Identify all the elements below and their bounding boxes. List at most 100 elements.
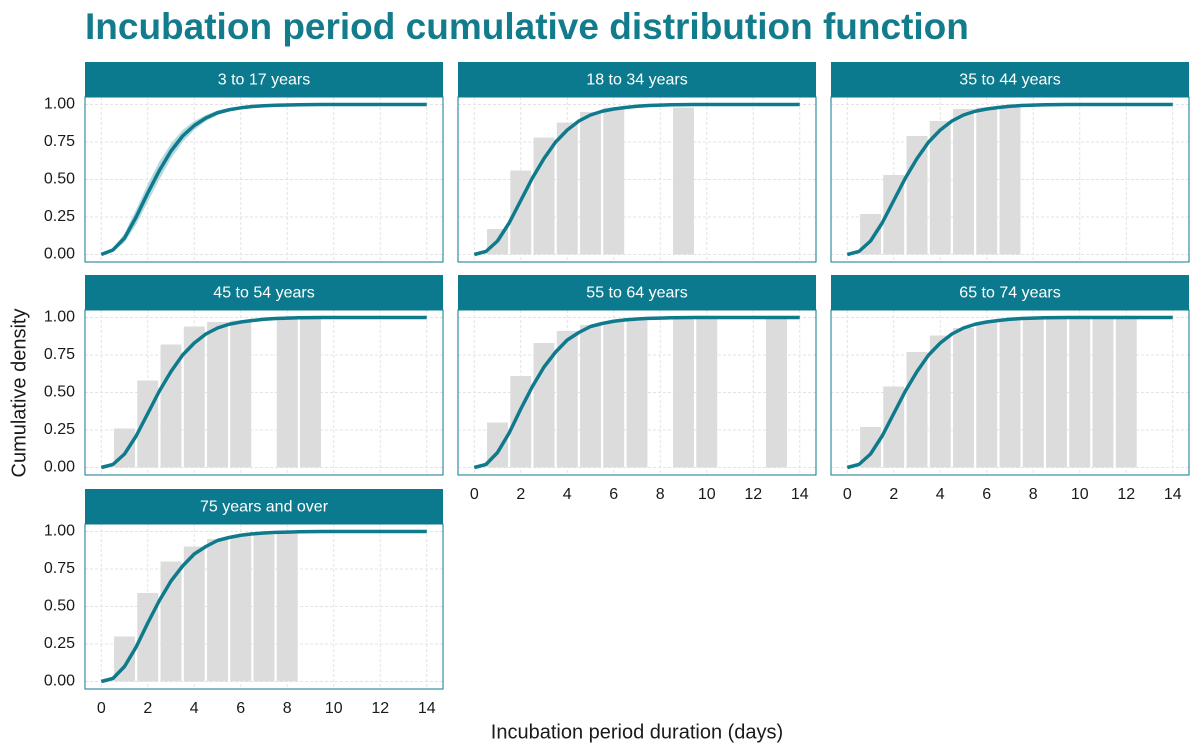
x-tick-label: 4 [936, 486, 945, 503]
y-tick-label: 0.75 [44, 560, 75, 577]
x-tick-label: 6 [609, 486, 618, 503]
x-tick-label: 8 [1029, 486, 1038, 503]
cdf-line [846, 315, 1173, 470]
bar [906, 136, 928, 255]
bar [929, 121, 951, 255]
strip [831, 62, 1189, 97]
y-tick-label: 0.50 [44, 384, 75, 401]
y-axis-label: Cumulative density [8, 309, 30, 478]
y-tick-label: 1.00 [44, 96, 75, 113]
y-tick-label: 0.00 [44, 246, 75, 263]
bar [976, 322, 998, 468]
bar [230, 320, 252, 468]
bar [603, 322, 625, 468]
cdf-line [100, 315, 427, 470]
x-tick-label: 6 [236, 700, 245, 717]
panel-title: 45 to 54 years [213, 285, 314, 302]
bar [953, 109, 974, 255]
x-tick-label: 8 [656, 486, 665, 503]
panel-title: 65 to 74 years [959, 285, 1060, 302]
bar [1046, 319, 1067, 468]
x-tick-label: 4 [563, 486, 572, 503]
panel-title: 18 to 34 years [586, 72, 687, 89]
bar [929, 335, 951, 468]
bar [603, 107, 625, 255]
panel-title: 3 to 17 years [218, 72, 311, 89]
panel-title: 55 to 64 years [586, 285, 687, 302]
bar [556, 122, 578, 255]
x-tick-label: 10 [1071, 486, 1089, 503]
x-axis-label: Incubation period duration (days) [491, 721, 783, 743]
x-tick-label: 2 [143, 700, 152, 717]
bar [1092, 317, 1114, 468]
x-tick-label: 12 [744, 486, 762, 503]
bar [207, 539, 228, 682]
bar [207, 322, 228, 468]
bar [953, 328, 974, 468]
x-tick-label: 14 [791, 486, 809, 503]
chart-title: Incubation period cumulative distributio… [85, 6, 969, 47]
bar [160, 344, 182, 468]
y-tick-label: 0.50 [44, 598, 75, 615]
bar [1022, 319, 1044, 468]
bar [556, 331, 578, 468]
x-tick-label: 0 [470, 486, 479, 503]
bar [696, 317, 718, 468]
y-tick-label: 0.25 [44, 208, 75, 225]
cdf-line [473, 102, 800, 257]
bar [1069, 317, 1091, 468]
x-tick-label: 2 [516, 486, 525, 503]
x-tick-label: 14 [418, 700, 436, 717]
bar [300, 317, 321, 468]
y-tick-label: 0.75 [44, 133, 75, 150]
bar [673, 317, 694, 468]
bar [276, 533, 298, 682]
panel-border [84, 96, 444, 263]
x-tick-label: 4 [190, 700, 199, 717]
bar [999, 106, 1021, 255]
cdf-line [846, 102, 1173, 257]
bar [673, 107, 694, 255]
bar [976, 107, 998, 255]
x-tick-label: 8 [283, 700, 292, 717]
cdf-line [100, 102, 427, 257]
y-tick-label: 0.50 [44, 171, 75, 188]
strip [85, 62, 443, 97]
cdf-line [100, 529, 427, 684]
y-tick-label: 1.00 [44, 523, 75, 540]
bar [533, 343, 555, 468]
bar [533, 137, 555, 255]
y-tick-label: 1.00 [44, 309, 75, 326]
x-tick-label: 0 [97, 700, 106, 717]
bar [276, 317, 298, 468]
strip [458, 62, 816, 97]
bar [183, 546, 205, 682]
cdf-line [473, 315, 800, 470]
bar [183, 326, 205, 468]
x-tick-label: 12 [1117, 486, 1135, 503]
panel-title: 35 to 44 years [959, 72, 1060, 89]
bar [883, 175, 905, 255]
x-tick-label: 10 [698, 486, 716, 503]
x-tick-label: 2 [889, 486, 898, 503]
bar [626, 320, 648, 468]
x-tick-label: 0 [843, 486, 852, 503]
y-tick-label: 0.00 [44, 673, 75, 690]
strip [458, 275, 816, 310]
bar [253, 534, 275, 682]
panel-title: 75 years and over [200, 499, 329, 516]
bar [999, 320, 1021, 468]
strip [85, 489, 443, 524]
y-tick-label: 0.75 [44, 346, 75, 363]
y-tick-label: 0.25 [44, 635, 75, 652]
bar [1115, 317, 1137, 468]
y-tick-label: 0.25 [44, 421, 75, 438]
y-tick-label: 0.00 [44, 459, 75, 476]
x-tick-label: 6 [982, 486, 991, 503]
bar [766, 317, 787, 468]
x-tick-label: 14 [1164, 486, 1182, 503]
strip [85, 275, 443, 310]
bar [580, 325, 601, 468]
x-tick-label: 12 [371, 700, 389, 717]
